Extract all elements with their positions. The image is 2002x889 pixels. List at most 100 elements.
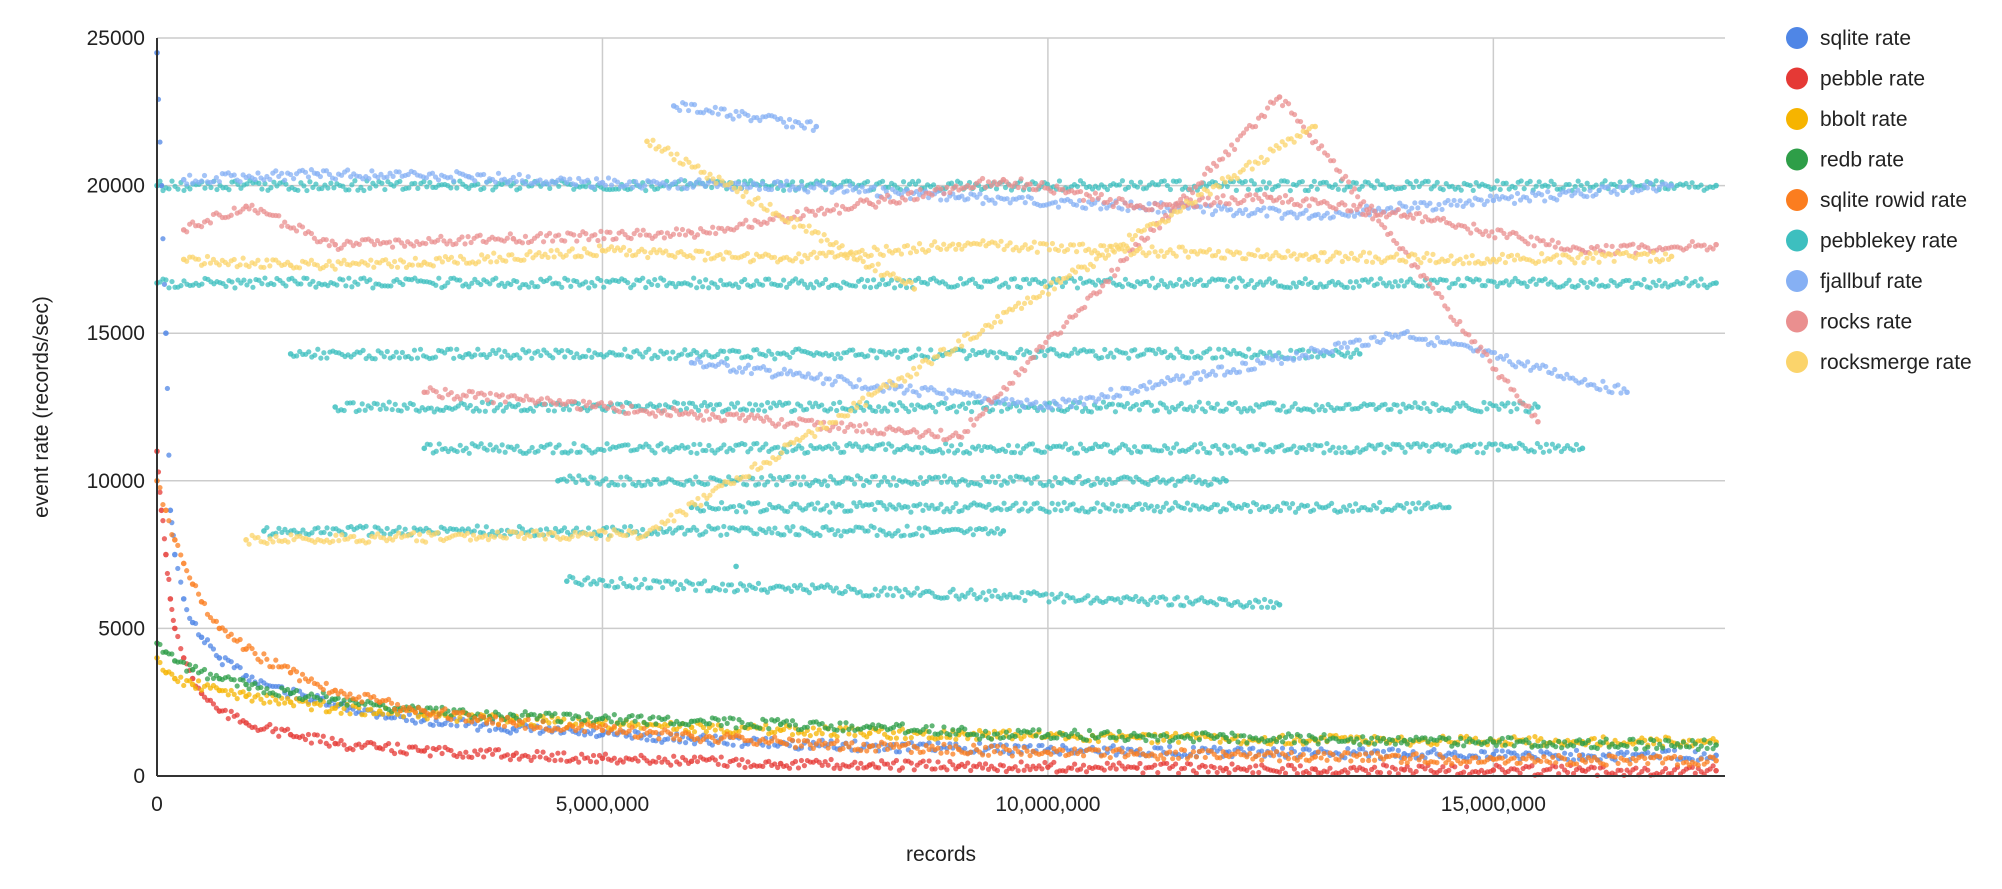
data-point bbox=[644, 737, 649, 742]
data-point bbox=[826, 745, 831, 750]
data-point bbox=[1274, 739, 1279, 744]
data-point bbox=[324, 355, 329, 360]
data-point bbox=[849, 477, 854, 482]
data-point bbox=[165, 386, 170, 391]
data-point bbox=[709, 185, 714, 190]
data-point bbox=[1247, 765, 1252, 770]
data-point bbox=[1538, 445, 1543, 450]
data-point bbox=[1165, 446, 1170, 451]
data-point bbox=[346, 276, 351, 281]
data-point bbox=[264, 686, 269, 691]
data-point bbox=[688, 283, 693, 288]
data-point bbox=[448, 748, 453, 753]
data-point bbox=[955, 448, 960, 453]
data-point bbox=[1191, 749, 1196, 754]
data-point bbox=[627, 477, 632, 482]
data-point bbox=[388, 283, 393, 288]
data-point bbox=[567, 407, 572, 412]
data-point bbox=[475, 718, 480, 723]
data-point bbox=[1517, 760, 1522, 765]
data-point bbox=[763, 353, 768, 358]
data-point bbox=[1017, 408, 1022, 413]
data-point bbox=[531, 409, 536, 414]
data-point bbox=[941, 724, 946, 729]
data-point bbox=[716, 762, 721, 767]
data-point bbox=[181, 660, 186, 665]
data-point bbox=[601, 448, 606, 453]
data-point bbox=[790, 732, 795, 737]
data-point bbox=[424, 184, 429, 189]
data-point bbox=[520, 720, 525, 725]
data-point bbox=[1427, 449, 1432, 454]
data-point bbox=[1207, 450, 1212, 455]
data-point bbox=[935, 746, 940, 751]
data-point bbox=[966, 401, 971, 406]
data-point bbox=[756, 407, 761, 412]
data-point bbox=[178, 675, 183, 680]
data-point bbox=[1651, 738, 1656, 743]
data-point bbox=[523, 726, 528, 731]
data-point bbox=[1562, 739, 1567, 744]
data-point bbox=[861, 742, 866, 747]
data-point bbox=[175, 566, 180, 571]
data-point bbox=[864, 748, 869, 753]
data-point bbox=[953, 737, 958, 742]
data-point bbox=[315, 347, 320, 352]
data-point bbox=[588, 714, 593, 719]
data-point bbox=[439, 751, 444, 756]
data-point bbox=[1069, 446, 1074, 451]
data-point bbox=[792, 408, 797, 413]
data-point bbox=[379, 181, 384, 186]
data-point bbox=[1498, 187, 1503, 192]
data-point bbox=[387, 399, 392, 404]
data-point bbox=[162, 536, 167, 541]
data-point bbox=[1105, 746, 1110, 751]
data-point bbox=[994, 355, 999, 360]
data-point bbox=[604, 441, 609, 446]
data-point bbox=[1093, 282, 1098, 287]
data-point bbox=[621, 482, 626, 487]
data-point bbox=[448, 722, 453, 727]
data-point bbox=[1206, 401, 1211, 406]
data-point bbox=[1252, 181, 1257, 186]
data-point bbox=[1419, 754, 1424, 759]
data-point bbox=[1705, 759, 1710, 764]
data-point bbox=[1280, 766, 1285, 771]
data-point bbox=[1179, 401, 1184, 406]
data-point bbox=[1402, 185, 1407, 190]
data-point bbox=[576, 760, 581, 765]
data-point bbox=[1378, 276, 1383, 281]
data-point bbox=[1315, 187, 1320, 192]
data-point bbox=[368, 707, 373, 712]
data-point bbox=[1427, 409, 1432, 414]
data-point bbox=[725, 741, 730, 746]
data-point bbox=[552, 408, 557, 413]
data-point bbox=[1396, 283, 1401, 288]
data-point bbox=[784, 718, 789, 723]
data-point bbox=[751, 283, 756, 288]
data-point bbox=[1279, 443, 1284, 448]
data-point bbox=[835, 445, 840, 450]
data-point bbox=[1123, 277, 1128, 282]
data-point bbox=[1613, 754, 1618, 759]
data-point bbox=[916, 445, 921, 450]
data-point bbox=[1081, 763, 1086, 768]
data-point bbox=[241, 277, 246, 282]
data-point bbox=[184, 607, 189, 612]
data-point bbox=[661, 278, 666, 283]
data-point bbox=[630, 713, 635, 718]
data-point bbox=[391, 354, 396, 359]
data-point bbox=[1318, 443, 1323, 448]
data-point bbox=[840, 746, 845, 751]
data-point bbox=[685, 445, 690, 450]
data-point bbox=[442, 706, 447, 711]
data-point bbox=[540, 750, 545, 755]
data-point bbox=[412, 181, 417, 186]
data-point bbox=[819, 402, 824, 407]
data-point bbox=[1500, 748, 1505, 753]
data-point bbox=[876, 404, 881, 409]
data-point bbox=[1087, 728, 1092, 733]
data-point bbox=[172, 537, 178, 543]
data-point bbox=[998, 751, 1003, 756]
data-point bbox=[340, 277, 345, 282]
